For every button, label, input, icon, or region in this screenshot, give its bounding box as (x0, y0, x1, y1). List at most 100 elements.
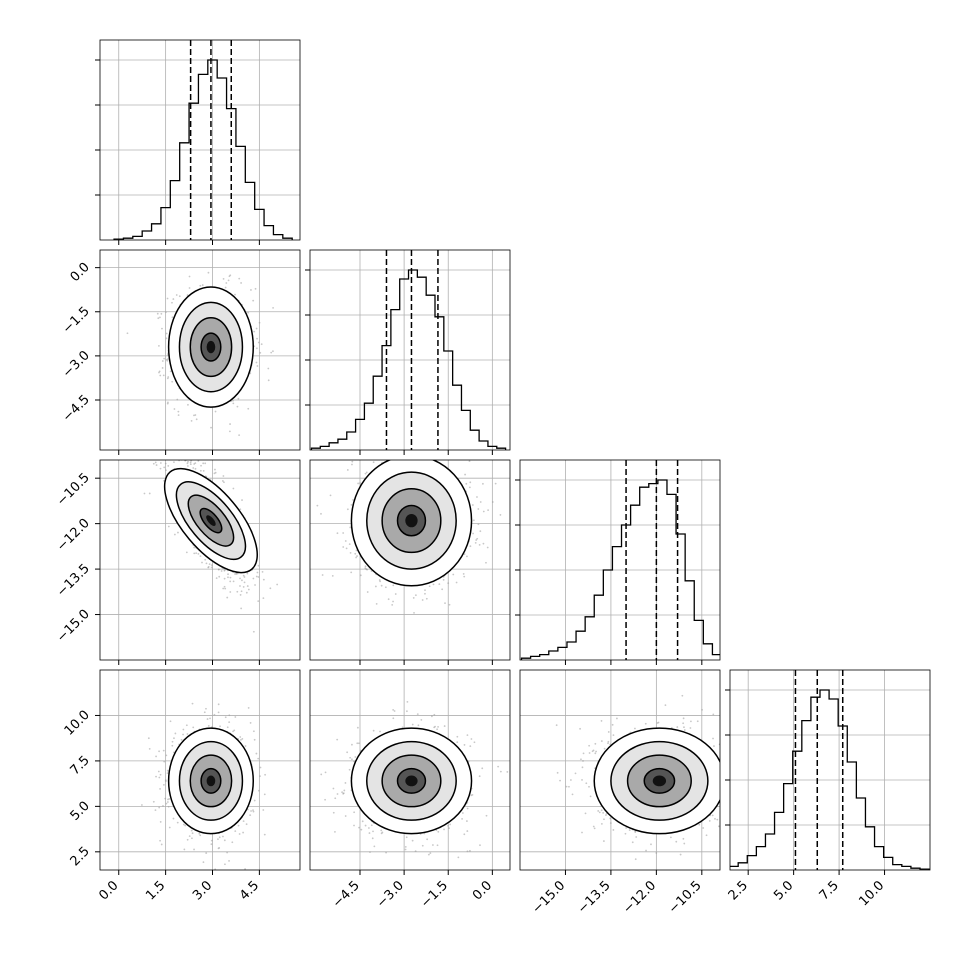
scatter-point (366, 471, 368, 473)
scatter-point (259, 322, 261, 324)
scatter-point (144, 493, 146, 495)
scatter-point (179, 295, 181, 297)
scatter-point (200, 470, 202, 472)
scatter-point (169, 827, 171, 829)
scatter-point (392, 709, 394, 711)
panel-frame (100, 40, 300, 240)
scatter-point (191, 446, 193, 448)
scatter-point (337, 532, 339, 534)
xtick-label: −4.5 (330, 878, 363, 911)
scatter-point (186, 551, 188, 553)
ytick-label: −4.5 (60, 392, 93, 425)
scatter-point (160, 774, 162, 776)
scatter-point (346, 751, 348, 753)
scatter-point (221, 570, 223, 572)
scatter-point (406, 710, 408, 712)
scatter-point (594, 827, 596, 829)
scatter-point (398, 444, 400, 446)
scatter-point (223, 475, 225, 477)
scatter-point (204, 462, 206, 464)
scatter-point (645, 850, 647, 852)
scatter-point (173, 737, 175, 739)
scatter-point (186, 439, 188, 441)
scatter-point (187, 839, 189, 841)
scatter-point (148, 737, 150, 739)
scatter-point (448, 827, 450, 829)
scatter-point (182, 458, 184, 460)
scatter-point (214, 469, 216, 471)
scatter-point (333, 788, 335, 790)
scatter-point (165, 754, 167, 756)
scatter-point (218, 703, 220, 705)
scatter-point (223, 570, 225, 572)
scatter-point (230, 577, 232, 579)
scatter-point (381, 832, 383, 834)
scatter-point (419, 438, 421, 440)
scatter-point (246, 823, 248, 825)
scatter-point (349, 543, 351, 545)
scatter-point (485, 562, 487, 564)
scatter-point (155, 756, 157, 758)
scatter-point (417, 724, 419, 726)
scatter-point (214, 472, 216, 474)
scatter-point (632, 841, 634, 843)
scatter-point (155, 776, 157, 778)
panel-content (305, 670, 510, 870)
contour-level-4 (207, 341, 216, 353)
scatter-point (225, 716, 227, 718)
scatter-point (190, 463, 192, 465)
scatter-point (238, 825, 240, 827)
scatter-point (373, 461, 375, 463)
scatter-point (127, 332, 129, 334)
scatter-point (599, 811, 601, 813)
scatter-point (199, 834, 201, 836)
panel-2-0 (95, 437, 300, 665)
scatter-point (182, 729, 184, 731)
scatter-point (406, 836, 408, 838)
scatter-point (239, 585, 241, 587)
scatter-point (415, 850, 417, 852)
scatter-point (732, 784, 734, 786)
scatter-point (255, 288, 257, 290)
scatter-point (177, 822, 179, 824)
scatter-point (158, 372, 160, 374)
scatter-point (176, 452, 178, 454)
scatter-point (162, 444, 164, 446)
scatter-point (469, 486, 471, 488)
scatter-point (243, 586, 245, 588)
scatter-point (362, 820, 364, 822)
scatter-point (193, 414, 195, 416)
panel-0-0 (95, 40, 300, 245)
scatter-point (161, 328, 163, 330)
scatter-point (191, 837, 193, 839)
scatter-point (192, 467, 194, 469)
scatter-point (164, 798, 166, 800)
scatter-point (162, 360, 164, 362)
scatter-point (185, 451, 187, 453)
scatter-point (229, 581, 231, 583)
scatter-point (168, 453, 170, 455)
scatter-point (250, 722, 252, 724)
scatter-point (608, 731, 610, 733)
scatter-point (180, 456, 182, 458)
scatter-point (232, 400, 234, 402)
scatter-point (426, 838, 428, 840)
scatter-point (481, 767, 483, 769)
scatter-point (247, 312, 249, 314)
scatter-point (232, 730, 234, 732)
scatter-point (191, 420, 193, 422)
scatter-point (354, 756, 356, 758)
scatter-point (260, 767, 262, 769)
scatter-point (367, 591, 369, 593)
scatter-point (479, 844, 481, 846)
scatter-point (203, 861, 205, 863)
scatter-point (483, 511, 485, 513)
panel-content (100, 40, 300, 240)
scatter-point (469, 460, 471, 462)
scatter-point (228, 860, 230, 862)
scatter-point (257, 600, 259, 602)
ytick-label: 2.5 (68, 844, 93, 869)
scatter-point (253, 631, 255, 633)
scatter-point (369, 851, 371, 853)
panel-content (100, 670, 300, 872)
